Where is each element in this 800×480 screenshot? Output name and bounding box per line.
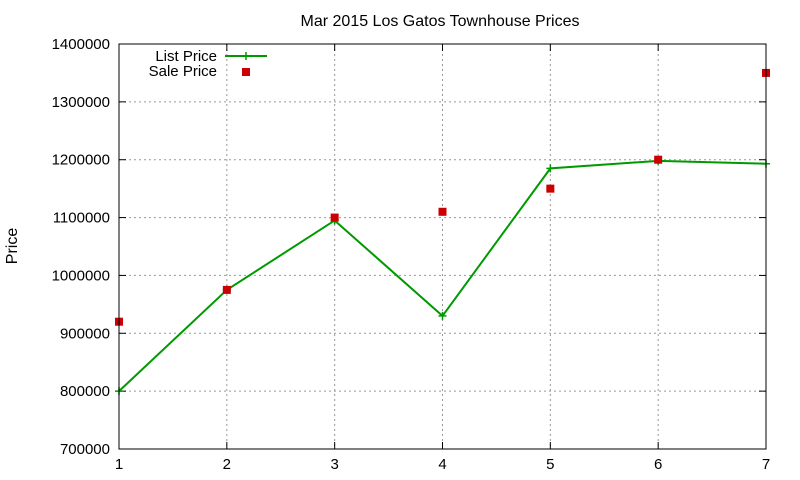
list-price-point [438, 311, 447, 320]
y-tick-label: 1100000 [53, 210, 110, 227]
series-group [115, 68, 770, 396]
sale-price-point [546, 184, 555, 193]
x-tick-label: 5 [546, 456, 554, 473]
y-tick-label: 900000 [60, 325, 110, 342]
y-tick-label: 1000000 [52, 267, 110, 284]
y-tick-label: 800000 [60, 383, 110, 400]
y-tick-label: 1300000 [52, 94, 110, 111]
x-tick-label: 6 [654, 456, 662, 473]
axis-ticks: 700000 800000 900000 1000000 1100000 1200000 1… [52, 36, 771, 473]
legend-label-list-price: List Price [155, 48, 217, 65]
x-tick-label: 7 [762, 456, 770, 473]
y-tick-label: 700000 [60, 441, 110, 458]
x-tick-label: 4 [438, 456, 446, 473]
sale-price-point [654, 155, 663, 164]
y-axis-label: Price [4, 228, 21, 265]
legend-label-sale-price: Sale Price [149, 63, 217, 80]
x-tick-label: 3 [330, 456, 338, 473]
sale-price-point [438, 207, 447, 216]
legend-marker-list-price [242, 52, 250, 60]
grid-lines [119, 44, 766, 449]
y-tick-label: 1400000 [52, 36, 110, 53]
chart-title: Mar 2015 Los Gatos Townhouse Prices [301, 13, 580, 30]
list-price-point [546, 164, 555, 173]
x-tick-label: 1 [115, 456, 123, 473]
plot-frame [118, 43, 767, 450]
sale-price-point [330, 213, 339, 222]
sale-price-point [222, 285, 231, 294]
legend-swatch-sale-price [242, 68, 250, 76]
y-tick-label: 1200000 [52, 152, 110, 169]
x-tick-label: 2 [223, 456, 231, 473]
